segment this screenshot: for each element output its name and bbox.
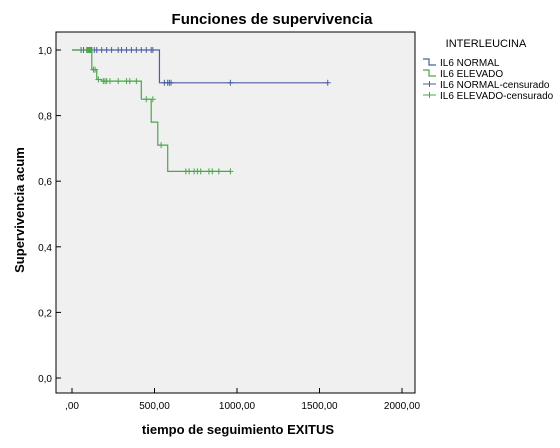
censor-mark-il6-elevado (87, 47, 94, 53)
plot-background (55, 31, 416, 394)
censor-mark-il6-elevado (92, 66, 99, 73)
censor-mark-il6-elevado (126, 78, 133, 85)
y-tick-label: 0,2 (38, 308, 52, 319)
x-tick-label: 500,00 (139, 401, 170, 412)
plot-area: 0,0 0,2 0,4 0,6 0,8 1,0 ,00 500,00 1000,00 1500,0… (38, 46, 420, 412)
legend-label: IL6 ELEVADO-censurado (440, 91, 554, 102)
legend-item: IL6 ELEVADO-censurado (423, 91, 554, 102)
legend-label: IL6 NORMAL (440, 58, 500, 69)
legend-censor-symbol (423, 81, 436, 87)
censor-mark-il6-normal (149, 47, 156, 53)
y-tick-label: 0,8 (38, 112, 52, 123)
x-tick-label: ,00 (65, 401, 79, 412)
censor-mark-il6-elevado (95, 76, 102, 83)
legend-line-symbol (423, 69, 436, 77)
censor-mark-il6-elevado (227, 168, 234, 175)
censor-mark-il6-normal (227, 79, 234, 86)
censor-mark-il6-elevado (149, 96, 156, 103)
x-axis-label: tiempo de seguimiento EXITUS (142, 422, 334, 437)
censor-mark-il6-normal (324, 79, 331, 86)
censor-mark-il6-elevado (197, 168, 204, 175)
censor-mark-il6-elevado (209, 168, 216, 175)
y-axis-label: Supervivencia acum (12, 147, 27, 273)
legend-item: IL6 NORMAL (423, 58, 500, 69)
censor-mark-il6-normal (108, 47, 115, 53)
y-tick-label: 0,6 (38, 177, 52, 188)
legend-label: IL6 ELEVADO (440, 69, 503, 80)
censor-mark-il6-elevado (158, 142, 165, 149)
x-tick-label: 2000,00 (384, 401, 421, 412)
censor-mark-il6-elevado (143, 96, 150, 103)
legend-censor-symbol (423, 92, 436, 98)
y-tick-label: 0,4 (38, 243, 52, 254)
x-tick-label: 1000,00 (219, 401, 256, 412)
y-tick-label: 1,0 (38, 46, 52, 57)
censor-mark-il6-elevado (133, 78, 140, 85)
y-tick-label: 0,0 (38, 374, 52, 385)
legend-label: IL6 NORMAL-censurado (440, 80, 550, 91)
censor-mark-il6-elevado (106, 78, 113, 85)
chart-title: Funciones de supervivencia (172, 11, 374, 28)
x-tick-label: 1500,00 (301, 401, 338, 412)
censor-mark-il6-elevado (115, 78, 122, 85)
legend-title: INTERLEUCINA (446, 38, 527, 50)
censor-mark-il6-normal (168, 79, 174, 86)
legend-item: IL6 NORMAL-censurado (423, 80, 550, 91)
legend-item: IL6 ELEVADO (423, 69, 503, 80)
legend-line-symbol (423, 58, 436, 66)
censor-mark-il6-elevado (215, 168, 222, 175)
